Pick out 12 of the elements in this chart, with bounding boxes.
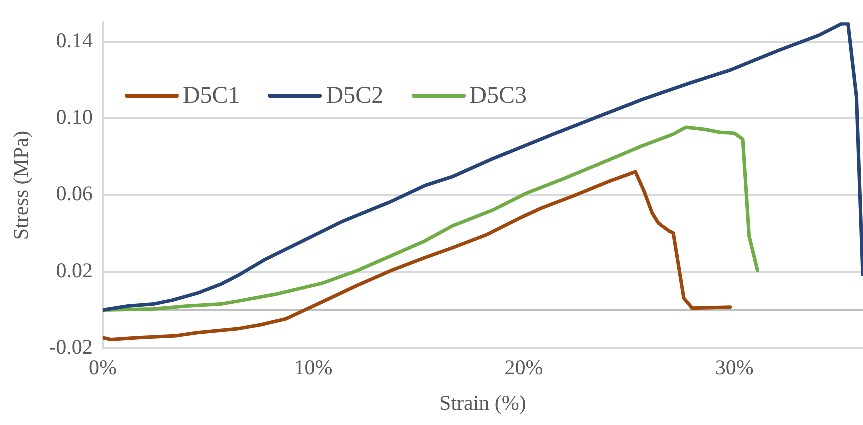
x-tick-label: 10%: [294, 356, 333, 380]
legend-label: D5C2: [326, 82, 384, 110]
y-tick-label: 0.10: [56, 105, 93, 129]
y-tick-label: 0.06: [56, 182, 93, 206]
y-tick-label: 0.14: [56, 28, 94, 52]
y-tick-label: 0.02: [56, 258, 93, 282]
x-tick-label: 30%: [715, 356, 754, 380]
legend-label: D5C1: [182, 82, 240, 110]
y-axis-title: Stress (MPa): [9, 131, 34, 240]
legend-label: D5C3: [470, 82, 527, 110]
x-tick-label: 20%: [504, 356, 544, 380]
x-axis-title: Strain (%): [440, 390, 526, 415]
